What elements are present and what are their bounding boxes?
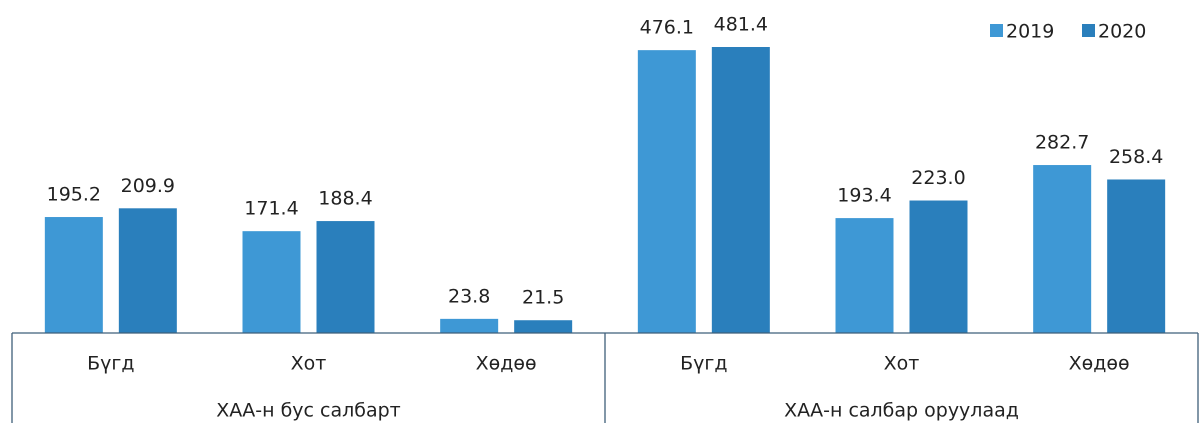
value-label: 282.7 [1035, 132, 1089, 154]
bar [711, 47, 770, 333]
bar [440, 318, 499, 333]
legend-swatch [1082, 24, 1095, 37]
x-tick-label: Хот [884, 353, 920, 375]
legend-swatch [990, 24, 1003, 37]
value-label: 258.4 [1109, 146, 1163, 168]
x-tick-label: Хөдөө [476, 353, 537, 375]
value-label: 21.5 [522, 287, 564, 309]
value-label: 209.9 [121, 175, 175, 197]
bar [637, 50, 696, 333]
bar [514, 320, 573, 333]
legend-label: 2019 [1006, 21, 1054, 43]
value-label: 481.4 [714, 14, 768, 36]
bar [835, 218, 894, 333]
bar [1033, 165, 1092, 333]
value-label: 23.8 [448, 285, 490, 307]
value-label: 171.4 [244, 198, 298, 220]
x-tick-label: Хот [291, 353, 327, 375]
bar [118, 208, 177, 333]
bar [44, 217, 103, 333]
group-label: ХАА-н салбар оруулаад [784, 400, 1019, 422]
value-label: 193.4 [837, 185, 891, 207]
bar [909, 200, 968, 333]
bar [316, 221, 375, 333]
x-tick-label: Бүгд [87, 353, 134, 375]
value-label: 223.0 [911, 167, 965, 189]
x-tick-label: Хөдөө [1069, 353, 1130, 375]
value-label: 188.4 [318, 188, 372, 210]
value-label: 476.1 [640, 17, 694, 39]
bar [1107, 179, 1166, 333]
bar [242, 231, 301, 333]
group-label: ХАА-н бус салбарт [216, 400, 401, 422]
legend-label: 2020 [1098, 21, 1146, 43]
value-label: 195.2 [47, 184, 101, 206]
x-tick-label: Бүгд [680, 353, 727, 375]
